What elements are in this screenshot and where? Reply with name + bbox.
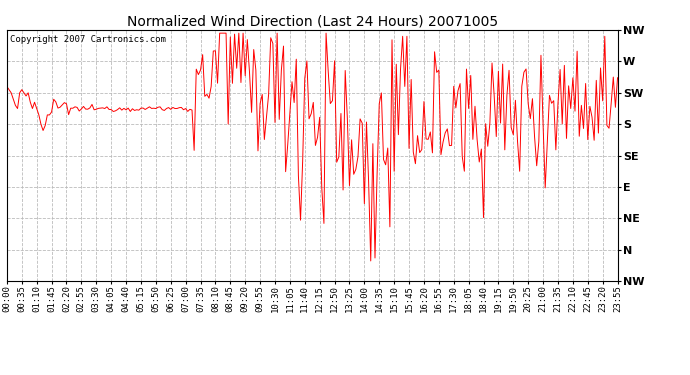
Text: Copyright 2007 Cartronics.com: Copyright 2007 Cartronics.com (10, 35, 166, 44)
Title: Normalized Wind Direction (Last 24 Hours) 20071005: Normalized Wind Direction (Last 24 Hours… (127, 15, 497, 29)
